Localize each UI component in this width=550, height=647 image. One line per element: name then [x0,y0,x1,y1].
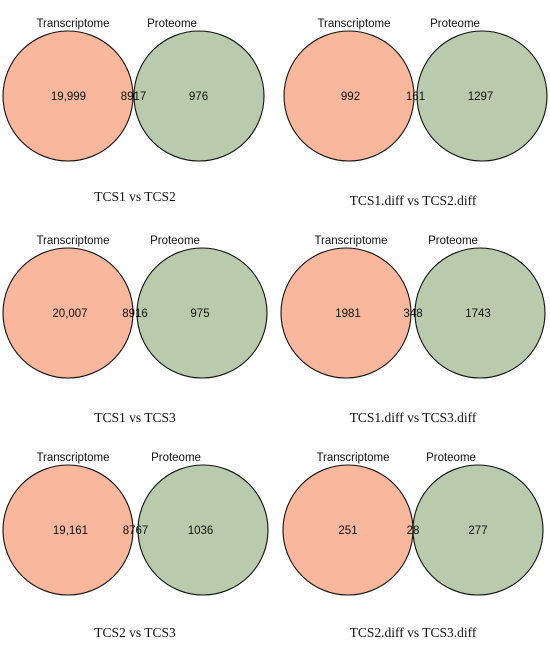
transcriptome-label: Transcriptome [314,235,387,247]
transcriptome-only-count: 20,007 [52,308,87,320]
proteome-circle [417,31,547,161]
overlap-count: 28 [407,525,420,537]
proteome-only-count: 1743 [465,308,491,320]
proteome-circle [138,465,268,595]
transcriptome-outline [2,30,134,162]
proteome-label: Proteome [428,235,478,247]
proteome-label: Proteome [426,452,476,464]
transcriptome-outline [2,247,134,379]
proteome-circle [134,31,264,161]
panel-caption: TCS2.diff vs TCS3.diff [350,625,477,640]
proteome-only-count: 1036 [188,525,214,537]
transcriptome-label: Transcriptome [36,235,109,247]
venn-panel-2: Transcriptome Proteome 992 161 1297 TCS1.diff… [283,18,548,208]
transcriptome-label: Transcriptome [36,18,109,30]
transcriptome-only-count: 1981 [335,308,361,320]
transcriptome-circle [3,31,133,161]
overlap-count: 348 [403,308,422,320]
panel-caption: TCS1 vs TCS2 [94,189,176,204]
panel-caption: TCS1.diff vs TCS3.diff [350,410,477,425]
transcriptome-outline [280,247,412,379]
panel-caption: TCS1.diff vs TCS2.diff [350,193,477,208]
panel-caption: TCS1 vs TCS3 [94,410,176,425]
proteome-label: Proteome [147,18,197,30]
transcriptome-outline [283,30,415,162]
transcriptome-circle [3,248,133,378]
panel-caption: TCS2 vs TCS3 [94,625,176,640]
transcriptome-only-count: 19,161 [53,525,88,537]
transcriptome-circle [283,465,413,595]
venn-panel-5: Transcriptome Proteome 19,161 8767 1036 TCS2 … [2,452,269,640]
overlap-count: 161 [406,91,425,103]
transcriptome-circle [281,248,411,378]
proteome-outline [137,464,269,596]
proteome-only-count: 1297 [468,91,494,103]
transcriptome-label: Transcriptome [317,18,390,30]
proteome-circle [413,465,543,595]
proteome-outline [416,30,548,162]
proteome-only-count: 975 [190,308,209,320]
proteome-label: Proteome [150,235,200,247]
venn-panel-1: Transcriptome Proteome 19,999 8917 976 TCS1 v… [2,18,265,204]
proteome-only-count: 277 [468,525,487,537]
transcriptome-circle [284,31,414,161]
proteome-outline [414,247,546,379]
transcriptome-circle [3,465,133,595]
proteome-circle [415,248,545,378]
transcriptome-only-count: 19,999 [51,91,86,103]
proteome-label: Proteome [151,452,201,464]
proteome-outline [136,247,268,379]
venn-panel-6: Transcriptome Proteome 251 28 277 TCS2.diff v… [282,452,544,640]
overlap-count: 8917 [121,91,147,103]
proteome-outline [133,30,265,162]
overlap-count: 8916 [122,308,148,320]
venn-panel-4: Transcriptome Proteome 1981 348 1743 TCS1.dif… [280,235,546,425]
proteome-outline [412,464,544,596]
transcriptome-only-count: 251 [338,525,357,537]
proteome-only-count: 976 [189,91,208,103]
proteome-circle [137,248,267,378]
transcriptome-label: Transcriptome [316,452,389,464]
overlap-count: 8767 [123,525,149,537]
transcriptome-outline [2,464,134,596]
proteome-label: Proteome [430,18,480,30]
transcriptome-only-count: 992 [341,91,360,103]
venn-panel-3: Transcriptome Proteome 20,007 8916 975 TCS1 v… [2,235,268,425]
transcriptome-label: Transcriptome [36,452,109,464]
